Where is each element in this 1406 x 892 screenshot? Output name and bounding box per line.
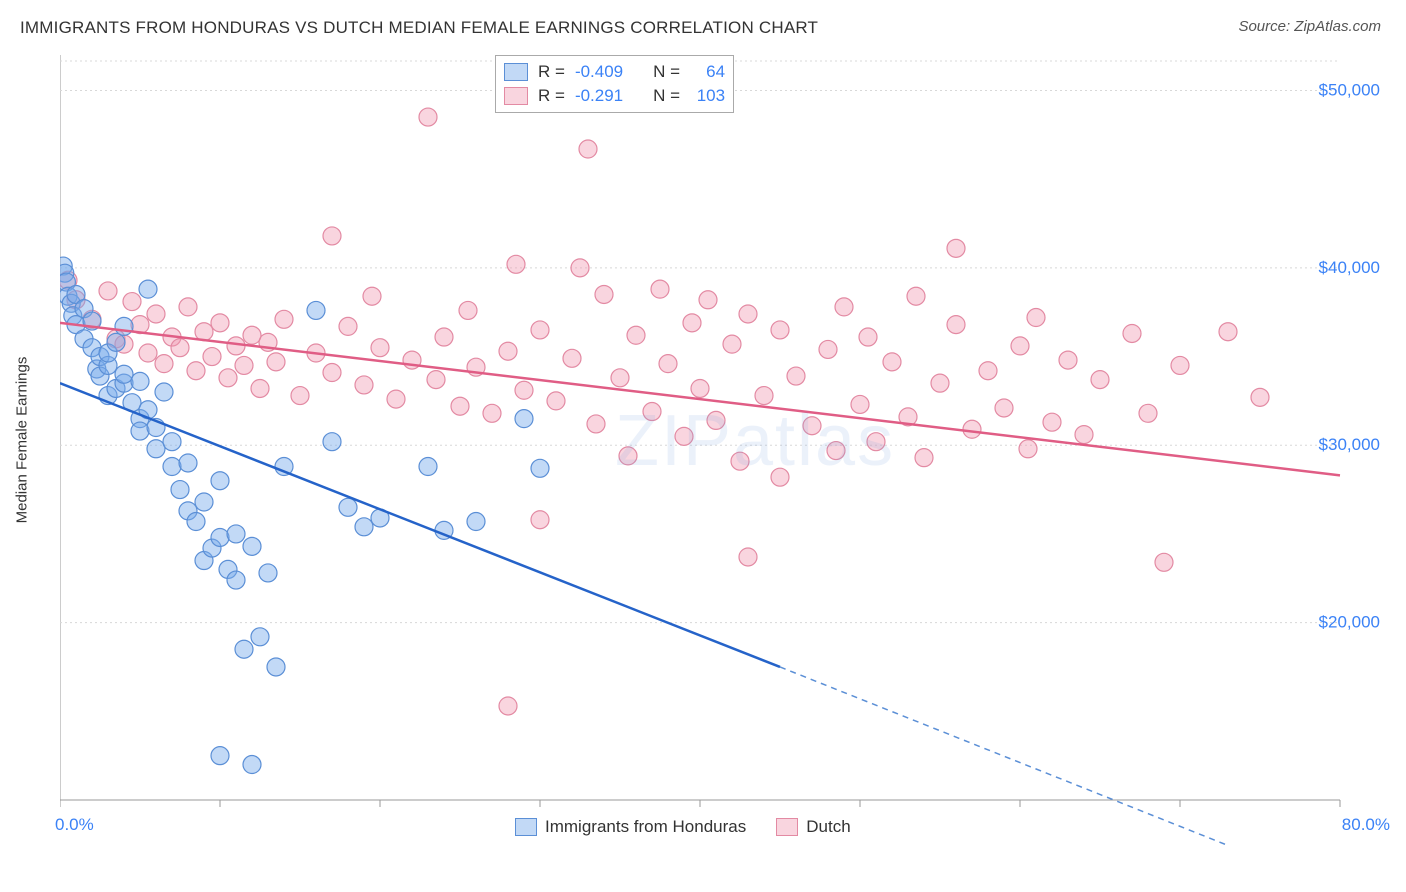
n-value-dutch: 103 bbox=[690, 84, 725, 108]
svg-text:$20,000: $20,000 bbox=[1319, 613, 1380, 632]
y-axis-label: Median Female Earnings bbox=[14, 357, 31, 524]
chart-title: IMMIGRANTS FROM HONDURAS VS DUTCH MEDIAN… bbox=[20, 18, 818, 38]
x-axis-min-label: 0.0% bbox=[55, 815, 94, 835]
r-value-honduras: -0.409 bbox=[575, 60, 623, 84]
chart-source: Source: ZipAtlas.com bbox=[1238, 18, 1381, 35]
r-label: R = bbox=[538, 84, 565, 108]
stats-row-dutch: R = -0.291 N = 103 bbox=[504, 84, 725, 108]
swatch-honduras-icon bbox=[504, 63, 528, 81]
swatch-dutch-icon bbox=[504, 87, 528, 105]
legend-item-honduras: Immigrants from Honduras bbox=[515, 817, 746, 837]
swatch-dutch-icon bbox=[776, 818, 798, 836]
stats-row-honduras: R = -0.409 N = 64 bbox=[504, 60, 725, 84]
r-value-dutch: -0.291 bbox=[575, 84, 623, 108]
chart-header: IMMIGRANTS FROM HONDURAS VS DUTCH MEDIAN… bbox=[0, 0, 1406, 38]
legend-item-dutch: Dutch bbox=[776, 817, 850, 837]
n-value-honduras: 64 bbox=[690, 60, 725, 84]
svg-text:$40,000: $40,000 bbox=[1319, 258, 1380, 277]
n-label: N = bbox=[653, 60, 680, 84]
swatch-honduras-icon bbox=[515, 818, 537, 836]
x-axis-max-label: 80.0% bbox=[1342, 815, 1390, 835]
svg-text:$30,000: $30,000 bbox=[1319, 435, 1380, 454]
legend-label-honduras: Immigrants from Honduras bbox=[545, 817, 746, 837]
n-label: N = bbox=[653, 84, 680, 108]
r-label: R = bbox=[538, 60, 565, 84]
svg-text:$50,000: $50,000 bbox=[1319, 80, 1380, 99]
watermark: ZIPatlas bbox=[615, 400, 895, 482]
series-legend: Immigrants from Honduras Dutch bbox=[515, 817, 851, 837]
chart-container: $20,000 $30,000 $40,000 $50,000 ZIPatlas R … bbox=[60, 55, 1380, 830]
legend-label-dutch: Dutch bbox=[806, 817, 850, 837]
stats-legend: R = -0.409 N = 64 R = -0.291 N = 103 bbox=[495, 55, 734, 113]
